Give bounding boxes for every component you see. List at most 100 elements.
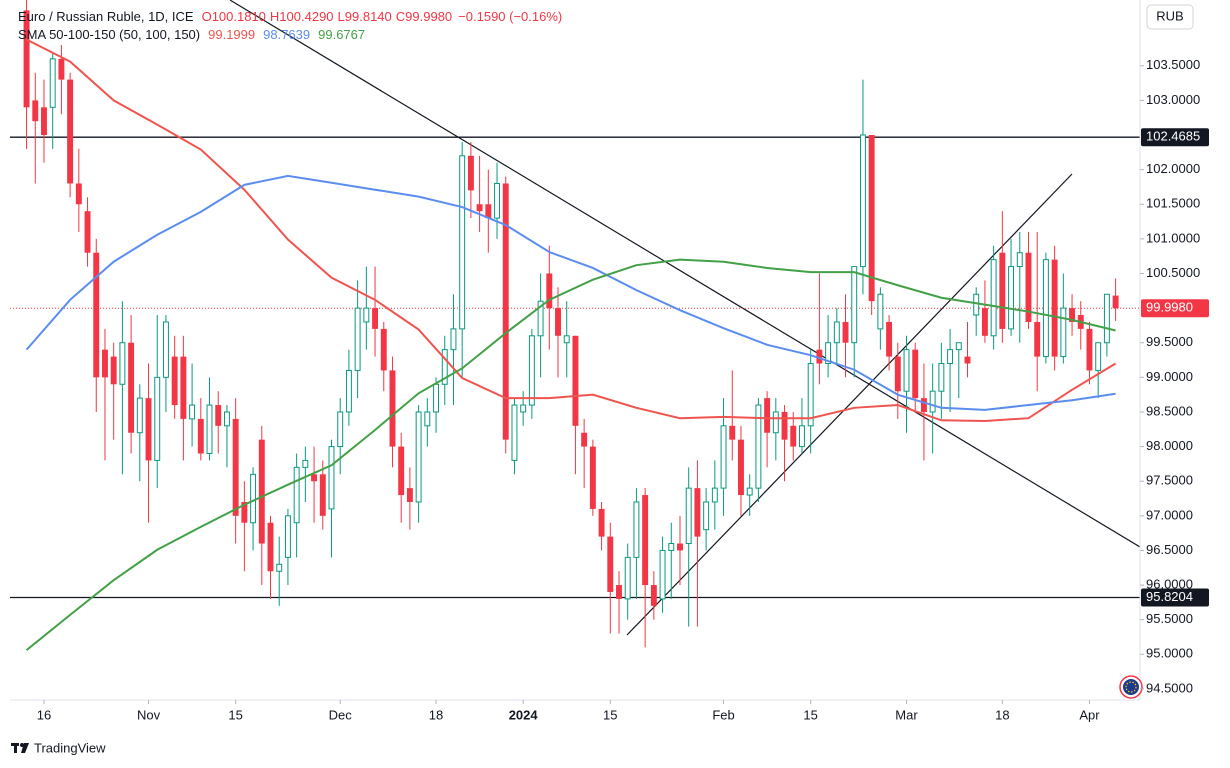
candle-body bbox=[119, 342, 126, 385]
candle-body bbox=[642, 495, 649, 586]
candle-body bbox=[833, 321, 840, 344]
candle-body bbox=[380, 328, 387, 371]
y-tick-label: 103.0000 bbox=[1146, 92, 1200, 107]
candle-body bbox=[1025, 252, 1032, 322]
candle-body bbox=[398, 446, 405, 496]
candle-body bbox=[354, 307, 361, 371]
candle-body bbox=[1034, 321, 1041, 357]
x-tick-label: 15 bbox=[228, 707, 242, 722]
last-price-box bbox=[1141, 299, 1209, 318]
candle-body bbox=[372, 308, 379, 329]
candle-body bbox=[415, 411, 422, 503]
trend-line bbox=[626, 173, 1073, 636]
candle-body bbox=[162, 321, 169, 378]
y-tick-label: 97.5000 bbox=[1146, 473, 1193, 488]
candle-body bbox=[319, 474, 326, 516]
candle-body bbox=[232, 418, 239, 516]
candle-body bbox=[555, 308, 561, 336]
x-tick-label: 15 bbox=[803, 707, 817, 722]
candle-body bbox=[476, 204, 483, 212]
candle-body bbox=[616, 585, 622, 599]
candle-body bbox=[406, 488, 413, 502]
candle-body bbox=[973, 293, 980, 316]
y-tick-label: 101.0000 bbox=[1146, 230, 1200, 245]
candle-body bbox=[624, 556, 631, 600]
currency-label[interactable]: RUB bbox=[1156, 8, 1183, 23]
candle-body bbox=[807, 363, 814, 427]
candle-body bbox=[102, 349, 108, 378]
candle-body bbox=[938, 363, 945, 392]
candle-body bbox=[703, 501, 710, 531]
candle-body bbox=[293, 466, 300, 524]
candle-body bbox=[798, 425, 805, 448]
candle-body bbox=[1112, 295, 1119, 309]
candle-body bbox=[511, 404, 518, 461]
candle-body bbox=[311, 474, 318, 482]
candle-body bbox=[337, 411, 344, 448]
candle-body bbox=[520, 404, 527, 413]
candle-body bbox=[223, 411, 230, 427]
candle-body bbox=[58, 58, 65, 80]
candle-body bbox=[912, 349, 919, 399]
x-tick-label: 16 bbox=[37, 707, 51, 722]
candle-body bbox=[171, 356, 178, 406]
candle-body bbox=[650, 585, 657, 606]
candle-body bbox=[424, 411, 431, 427]
plot-area bbox=[10, 0, 1140, 651]
candle-body bbox=[250, 473, 257, 524]
candle-body bbox=[755, 404, 762, 489]
candle-body bbox=[537, 300, 544, 337]
x-tick-label: Feb bbox=[712, 707, 734, 722]
y-tick-label: 101.5000 bbox=[1146, 196, 1200, 211]
candle-body bbox=[868, 135, 875, 302]
candle-body bbox=[389, 370, 396, 447]
price-label: 102.4685 bbox=[1146, 129, 1200, 144]
candle-body bbox=[772, 411, 779, 434]
candle-body bbox=[929, 390, 936, 413]
legend-header: Euro / Russian Ruble, 1D, ICE O100.1810 H1… bbox=[18, 9, 562, 24]
brand-logo bbox=[11, 743, 29, 753]
candle-body bbox=[502, 183, 509, 440]
candle-body bbox=[1095, 342, 1102, 371]
candle-body bbox=[581, 432, 588, 447]
sma-line bbox=[25, 258, 1116, 651]
x-tick-label: 15 bbox=[603, 707, 617, 722]
flag-icon bbox=[1119, 675, 1143, 699]
candle-body bbox=[894, 356, 901, 392]
candle-body bbox=[711, 487, 718, 503]
candle-body bbox=[1008, 266, 1015, 330]
y-tick-label: 103.5000 bbox=[1146, 57, 1200, 72]
candle-body bbox=[154, 376, 161, 461]
candle-body bbox=[668, 543, 675, 551]
candle-body bbox=[694, 488, 701, 537]
candle-body bbox=[1051, 259, 1058, 357]
candle-body bbox=[1069, 308, 1076, 322]
candle-body bbox=[450, 328, 457, 351]
price-label-box bbox=[1141, 128, 1209, 147]
candle-body bbox=[964, 356, 971, 364]
candle-body bbox=[215, 405, 222, 426]
candle-body bbox=[851, 266, 858, 344]
change-label: −0.1590 (−0.16%) bbox=[458, 9, 562, 24]
x-tick-label: 18 bbox=[429, 707, 443, 722]
candle-body bbox=[241, 501, 248, 523]
open-label: O100.1810 bbox=[202, 9, 266, 24]
candle-body bbox=[1086, 328, 1093, 371]
candle-body bbox=[1016, 252, 1023, 268]
currency-box[interactable] bbox=[1146, 4, 1194, 30]
candle-body bbox=[990, 259, 997, 337]
y-tick-label: 96.0000 bbox=[1146, 577, 1193, 592]
candle-body bbox=[258, 439, 265, 544]
candle-body bbox=[816, 349, 823, 364]
candle-body bbox=[790, 425, 797, 447]
candle-body bbox=[781, 411, 788, 440]
candle-body bbox=[433, 383, 439, 413]
low-label: L99.8140 bbox=[338, 9, 392, 24]
candle-body bbox=[145, 398, 152, 461]
y-tick-label: 99.0000 bbox=[1146, 369, 1193, 384]
candle-body bbox=[947, 349, 954, 365]
candle-body bbox=[764, 398, 771, 433]
candle-body bbox=[598, 508, 605, 537]
y-tick-label: 96.5000 bbox=[1146, 542, 1193, 557]
